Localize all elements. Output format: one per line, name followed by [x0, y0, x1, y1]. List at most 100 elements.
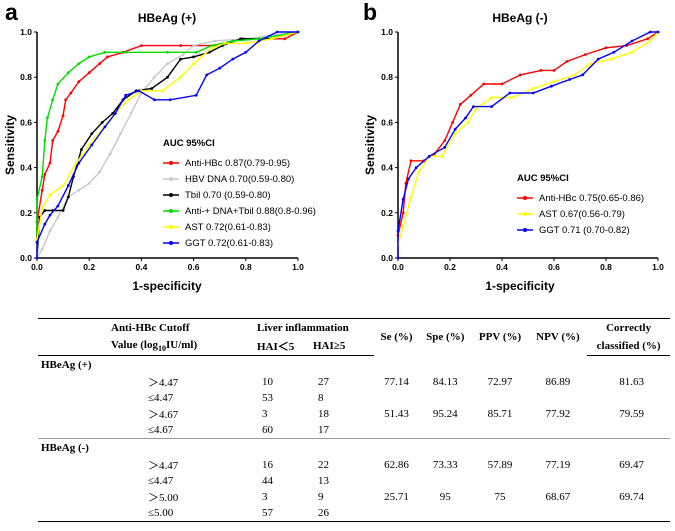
data-point	[466, 121, 470, 124]
data-point	[531, 87, 535, 90]
data-point	[443, 139, 447, 142]
cell-correct	[587, 505, 670, 522]
data-point	[417, 170, 421, 174]
roc-chart-hbeag-negative: b HBeAg (-) Sensitivity 1-specificity 0.…	[363, 0, 664, 293]
data-point	[401, 225, 405, 228]
series-line	[36, 31, 299, 259]
data-point	[48, 213, 52, 217]
cell-hai-lt: 53	[262, 392, 273, 404]
data-point	[87, 143, 91, 147]
col-header-ppv: PPV (%)	[471, 318, 529, 356]
data-point	[239, 37, 243, 41]
data-point	[181, 53, 185, 56]
cell-se: 62.86	[384, 459, 409, 471]
data-point	[283, 37, 287, 41]
legend-entry: GGT 0.71 (0.70-0.82)	[517, 225, 630, 236]
x-tick-label: 0.0	[392, 262, 404, 272]
cell-se	[374, 390, 419, 406]
y-tick-label: 1.0	[381, 27, 393, 37]
legend-swatch-marker	[169, 241, 173, 245]
data-point	[244, 50, 248, 54]
data-point	[87, 55, 91, 59]
x-tick-label: 0.6	[188, 262, 200, 272]
legend-entry: Tbil 0.70 (0.59-0.80)	[163, 190, 271, 201]
cell-correct	[587, 473, 670, 489]
legend-entry: Anti-HBc 0.87(0.79-0.95)	[163, 158, 290, 169]
data-point	[48, 229, 52, 233]
data-point	[179, 75, 183, 79]
cell-hai-ge: 9	[318, 491, 324, 503]
data-point	[409, 195, 413, 199]
legend-entry: GGT 0.72(0.61-0.83)	[163, 238, 273, 249]
data-point	[500, 82, 504, 86]
series-5	[35, 30, 300, 260]
data-point	[80, 148, 83, 151]
panel-letter-b: b	[363, 0, 377, 25]
data-point	[257, 37, 261, 41]
cell-se	[374, 505, 420, 522]
cell-se: 25.71	[384, 491, 409, 503]
data-point	[108, 152, 112, 156]
data-point	[604, 46, 608, 50]
group-label: HBeAg (-)	[38, 438, 670, 457]
series-line	[36, 31, 298, 258]
data-point	[56, 130, 60, 133]
cell-hai-lt: 57	[254, 505, 310, 522]
data-point	[150, 87, 154, 90]
data-point	[77, 62, 81, 65]
cell-npv	[529, 473, 588, 489]
cell-ppv	[471, 390, 528, 406]
data-point	[296, 30, 300, 34]
cell-npv: 77.92	[545, 408, 571, 420]
data-point	[40, 175, 44, 179]
data-point	[646, 37, 649, 41]
data-point	[194, 93, 198, 97]
data-point	[111, 112, 115, 115]
cell-hai-ge: 13	[318, 475, 329, 487]
data-point	[48, 161, 52, 165]
data-point	[77, 80, 81, 84]
cell-ppv: 85.71	[487, 408, 513, 420]
data-point	[51, 139, 55, 142]
data-point	[66, 71, 70, 75]
data-point	[609, 57, 613, 61]
cell-spe	[419, 390, 471, 406]
legend-label: GGT 0.71 (0.70-0.82)	[539, 225, 630, 236]
x-tick-label: 0.4	[135, 262, 147, 272]
data-point	[207, 50, 211, 54]
data-point	[160, 89, 164, 93]
data-point	[459, 102, 462, 106]
data-point	[427, 154, 431, 158]
data-point	[508, 91, 512, 95]
data-point	[77, 188, 81, 192]
data-point	[194, 50, 198, 54]
legend-swatch-marker	[523, 228, 527, 232]
legend-swatch-marker	[169, 209, 173, 213]
legend-label: Anti-+ DNA+Tbil 0.88(0.8-0.96)	[185, 206, 316, 217]
data-point	[210, 46, 214, 50]
cell-correct: 81.63	[619, 376, 644, 388]
cell-hai-lt: 16	[262, 459, 273, 471]
data-point	[573, 73, 577, 77]
cell-spe: 73.33	[432, 459, 458, 471]
series-line	[397, 31, 659, 258]
data-point	[90, 143, 94, 147]
cell-hai-lt: 3	[262, 408, 268, 420]
y-tick-label: 0.8	[20, 72, 32, 82]
y-tick-label: 0.2	[381, 208, 393, 218]
data-point	[98, 170, 101, 174]
table-row: ＞5.00 3 9 25.71 95 75 68.67 69.74	[38, 489, 670, 505]
data-point	[451, 121, 454, 124]
data-point	[40, 247, 44, 251]
cell-npv: 86.89	[545, 376, 571, 388]
cell-correct: 79.59	[619, 408, 644, 420]
col-header-correct-line2: classified (%)	[587, 337, 670, 356]
legend-label: AST 0.67(0.56-0.79)	[539, 209, 625, 220]
cell-hai-ge: 18	[318, 408, 329, 420]
cell-spe	[419, 473, 471, 489]
data-point	[205, 73, 209, 77]
cell-ppv: 72.97	[487, 376, 513, 388]
data-point	[552, 69, 556, 72]
cell-ppv	[471, 505, 529, 522]
cell-hai-ge: 26	[310, 505, 374, 522]
